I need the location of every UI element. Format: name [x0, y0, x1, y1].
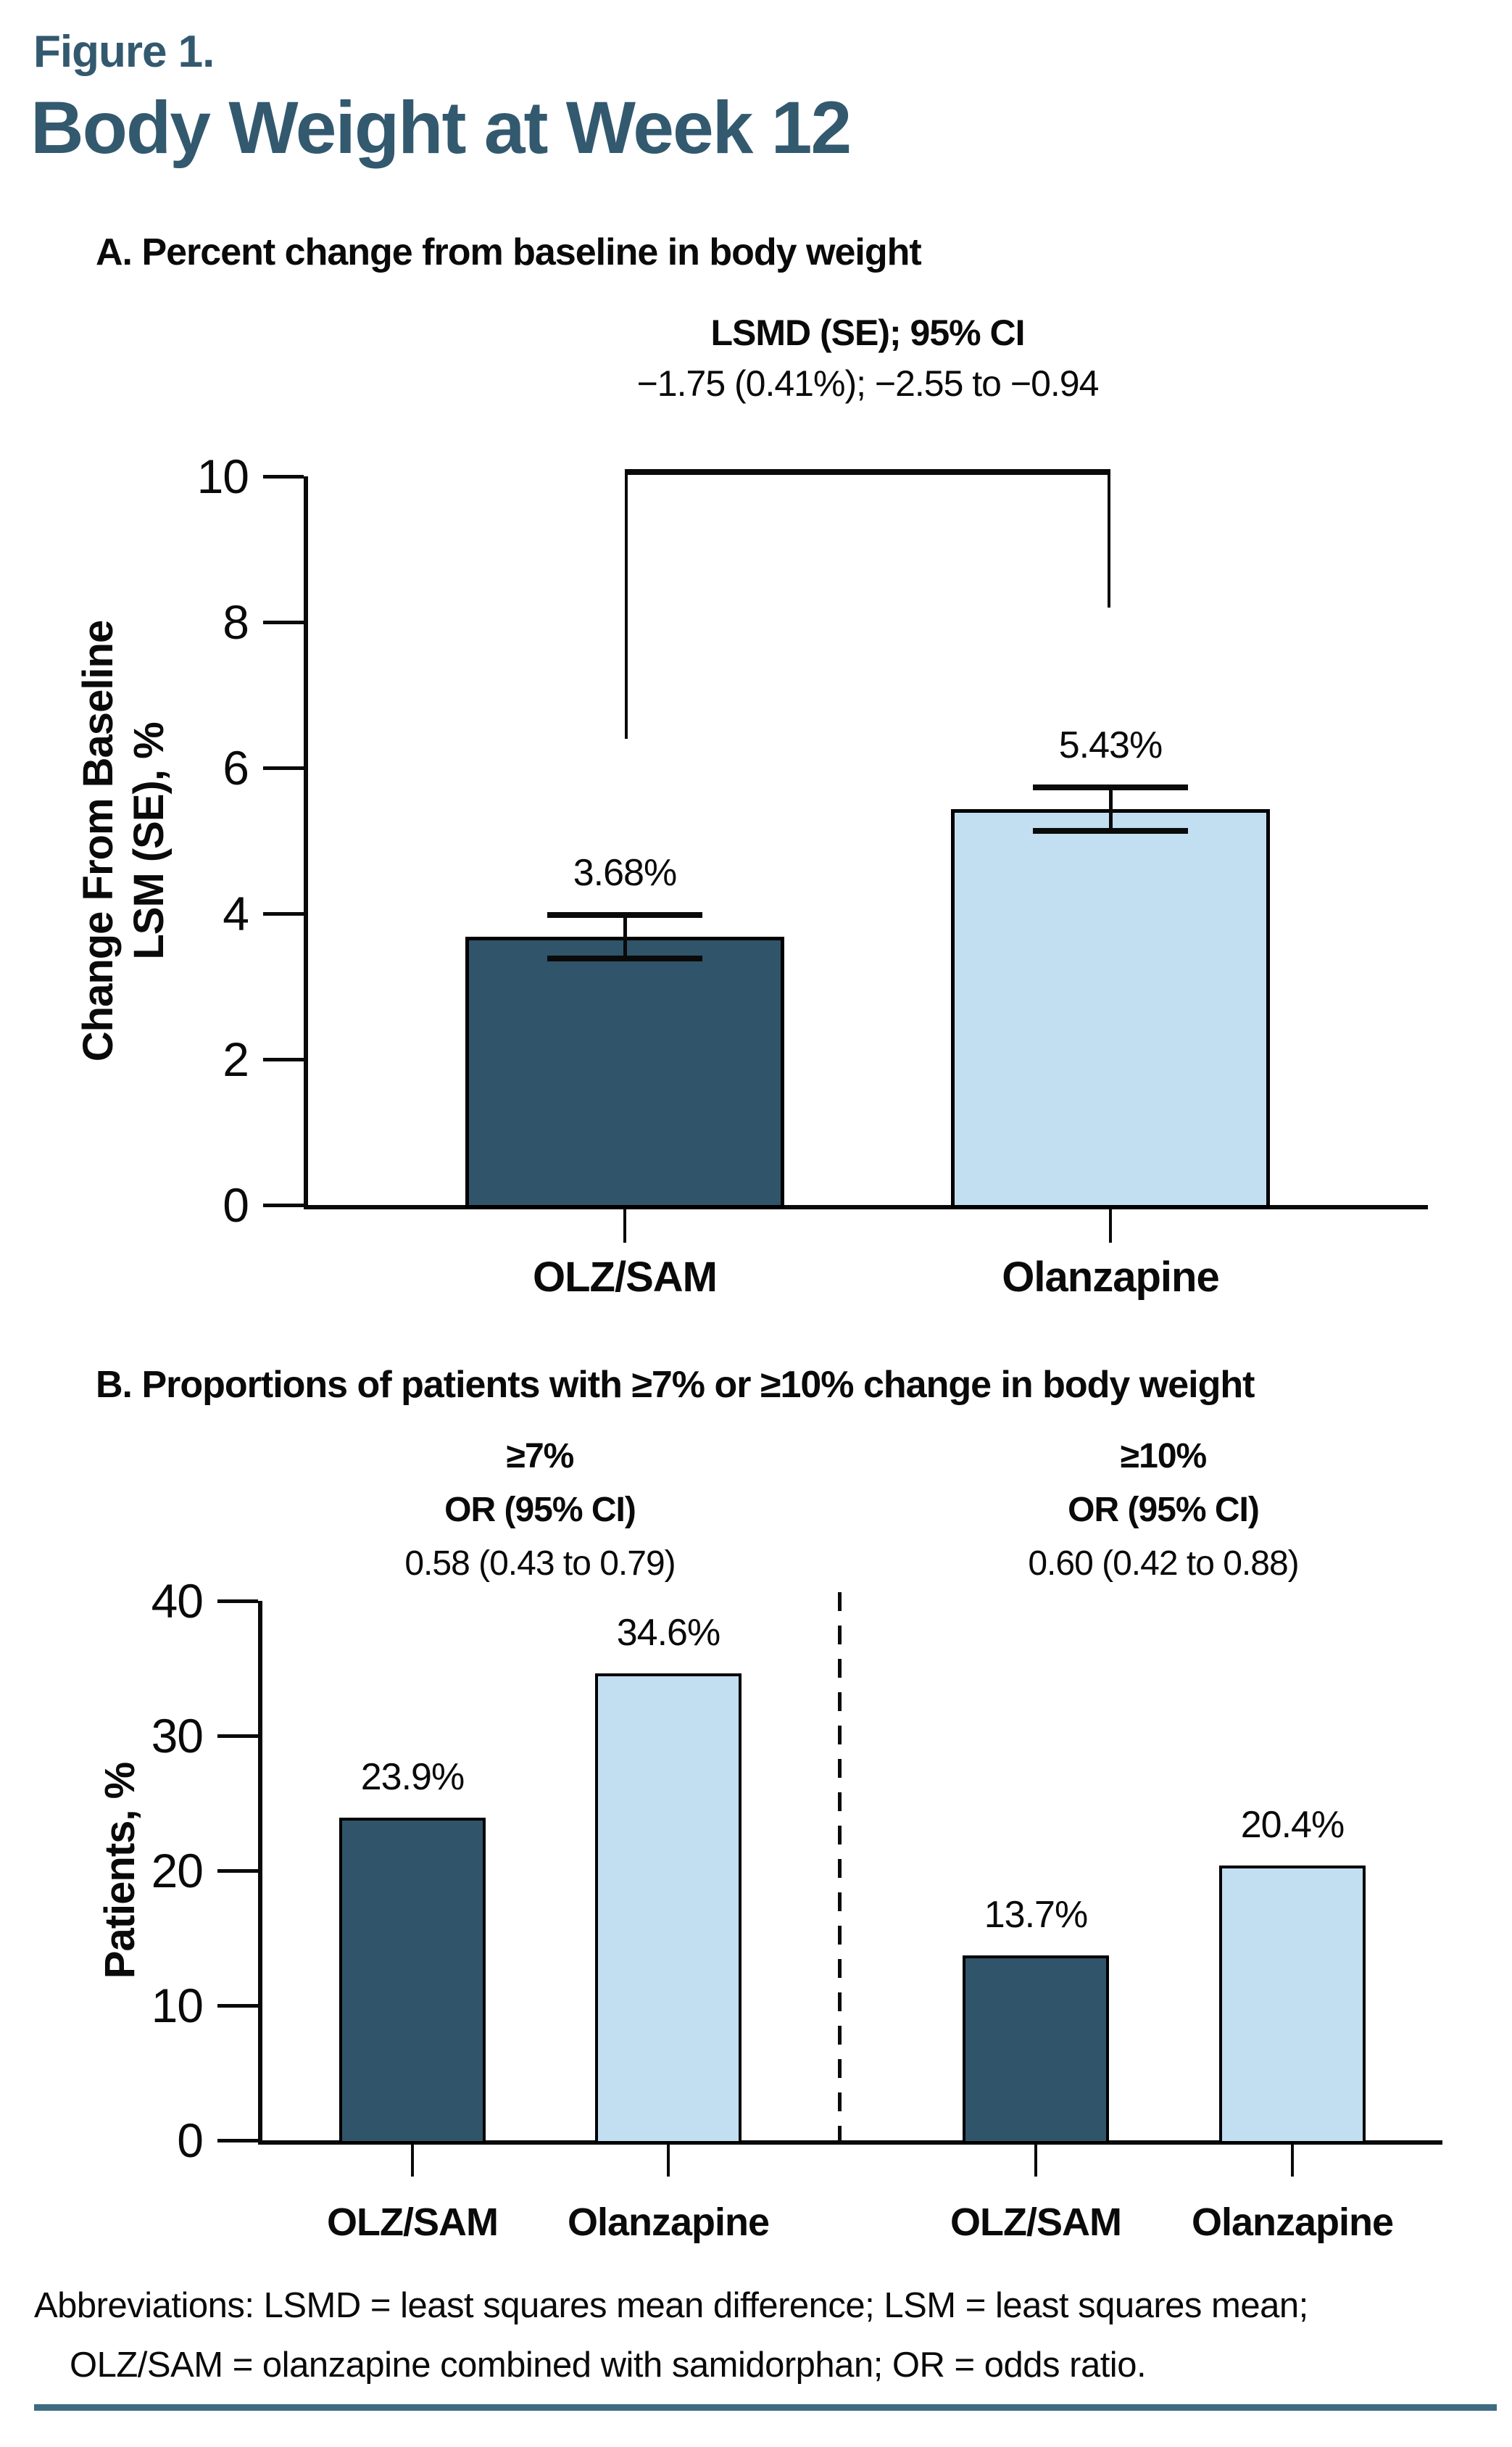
y-tick [217, 1869, 258, 1873]
panel-b-annotation-10pct-ci: 0.60 (0.42 to 0.88) [1028, 1544, 1299, 1583]
figure-label: Figure 1. [33, 27, 215, 77]
y-tick [263, 475, 304, 479]
y-tick-label: 10 [151, 1979, 204, 2032]
x-category-label: Olanzapine [567, 2200, 770, 2244]
y-axis-line [258, 1601, 262, 2145]
bar-olz-sam-2 [963, 1955, 1109, 2144]
y-tick [217, 2004, 258, 2008]
bottom-rule [34, 2404, 1497, 2411]
x-tick [667, 2145, 670, 2177]
y-tick [263, 621, 304, 624]
y-axis-title-line: Patients, % [96, 1762, 144, 1979]
x-category-label: Olanzapine [1191, 2200, 1394, 2244]
group-divider-dashed-line [838, 1592, 842, 2140]
y-tick [217, 1599, 258, 1603]
y-tick-label: 8 [223, 595, 249, 649]
y-tick-label: 6 [223, 741, 249, 795]
x-tick [623, 1209, 626, 1243]
panel-b-annotation-10pct-threshold: ≥10% [1120, 1437, 1207, 1475]
y-tick [263, 912, 304, 916]
y-tick-label: 0 [223, 1178, 249, 1232]
panel-b-header: B. Proportions of patients with ≥7% or ≥… [96, 1364, 1255, 1406]
bar-value-label: 13.7% [984, 1894, 1088, 1937]
error-bar-line [623, 915, 627, 959]
x-category-label: Olanzapine [1002, 1254, 1219, 1301]
x-tick [1034, 2145, 1037, 2177]
panel-a-annotation-value: −1.75 (0.41%); −2.55 to −0.94 [636, 363, 1100, 404]
y-axis-line [304, 476, 308, 1209]
comparison-bracket-right-drop [1108, 468, 1110, 608]
bar-olanzapine-3 [1219, 1865, 1366, 2144]
error-bar-cap-bottom [547, 956, 702, 962]
y-tick-label: 40 [151, 1574, 204, 1628]
x-category-label: OLZ/SAM [950, 2200, 1122, 2244]
x-tick [1291, 2145, 1294, 2177]
bar-value-label: 20.4% [1240, 1803, 1345, 1846]
bar-value-label: 3.68% [573, 852, 677, 894]
y-tick-label: 20 [151, 1844, 204, 1897]
comparison-bracket-left-drop [625, 468, 628, 739]
panel-b-annotation-10pct: ≥10% OR (95% CI) 0.60 (0.42 to 0.88) [946, 1430, 1381, 1591]
panel-a-header: A. Percent change from baseline in body … [96, 231, 922, 273]
y-tick [217, 2139, 258, 2142]
x-axis-line [258, 2140, 1442, 2145]
bar-value-label: 23.9% [360, 1756, 465, 1799]
error-bar-cap-top [547, 912, 702, 918]
x-tick [1109, 1209, 1112, 1243]
figure-title: Body Weight at Week 12 [30, 86, 852, 169]
footnote-line-2: OLZ/SAM = olanzapine combined with samid… [70, 2345, 1147, 2385]
x-tick [411, 2145, 414, 2177]
x-axis-line [304, 1205, 1428, 1209]
y-tick-label: 4 [223, 887, 249, 940]
y-tick-label: 0 [177, 2113, 204, 2167]
y-tick-label: 30 [151, 1709, 204, 1763]
panel-b-annotation-7pct-or-label: OR (95% CI) [444, 1491, 636, 1529]
panel-a-annotation-title: LSMD (SE); 95% CI [710, 312, 1025, 353]
bar-value-label: 34.6% [616, 1612, 720, 1655]
bar-olz-sam-0 [339, 1818, 486, 2144]
comparison-bracket-top [625, 468, 1110, 475]
x-category-label: OLZ/SAM [327, 2200, 499, 2244]
y-tick-label: 2 [223, 1032, 249, 1086]
y-tick-label: 10 [196, 450, 249, 503]
y-axis-title: Patients, % [95, 1436, 146, 2306]
panel-b-annotation-7pct-threshold: ≥7% [506, 1437, 575, 1475]
error-bar-line [1109, 787, 1113, 832]
panel-b-annotation-7pct-ci: 0.58 (0.43 to 0.79) [404, 1544, 676, 1583]
y-tick [217, 1734, 258, 1738]
panel-b-annotation-10pct-or-label: OR (95% CI) [1068, 1491, 1260, 1529]
error-bar-cap-top [1033, 784, 1188, 791]
y-tick [263, 1058, 304, 1061]
bar-value-label: 5.43% [1058, 724, 1163, 767]
error-bar-cap-bottom [1033, 828, 1188, 835]
x-category-label: OLZ/SAM [533, 1254, 718, 1301]
panel-a-annotation: LSMD (SE); 95% CI −1.75 (0.41%); −2.55 t… [505, 307, 1230, 409]
y-tick [263, 766, 304, 770]
bar-olanzapine-1 [595, 1673, 742, 2144]
y-tick [263, 1204, 304, 1207]
footnote-line-1: Abbreviations: LSMD = least squares mean… [34, 2286, 1308, 2325]
panel-b-annotation-7pct: ≥7% OR (95% CI) 0.58 (0.43 to 0.79) [323, 1430, 757, 1591]
